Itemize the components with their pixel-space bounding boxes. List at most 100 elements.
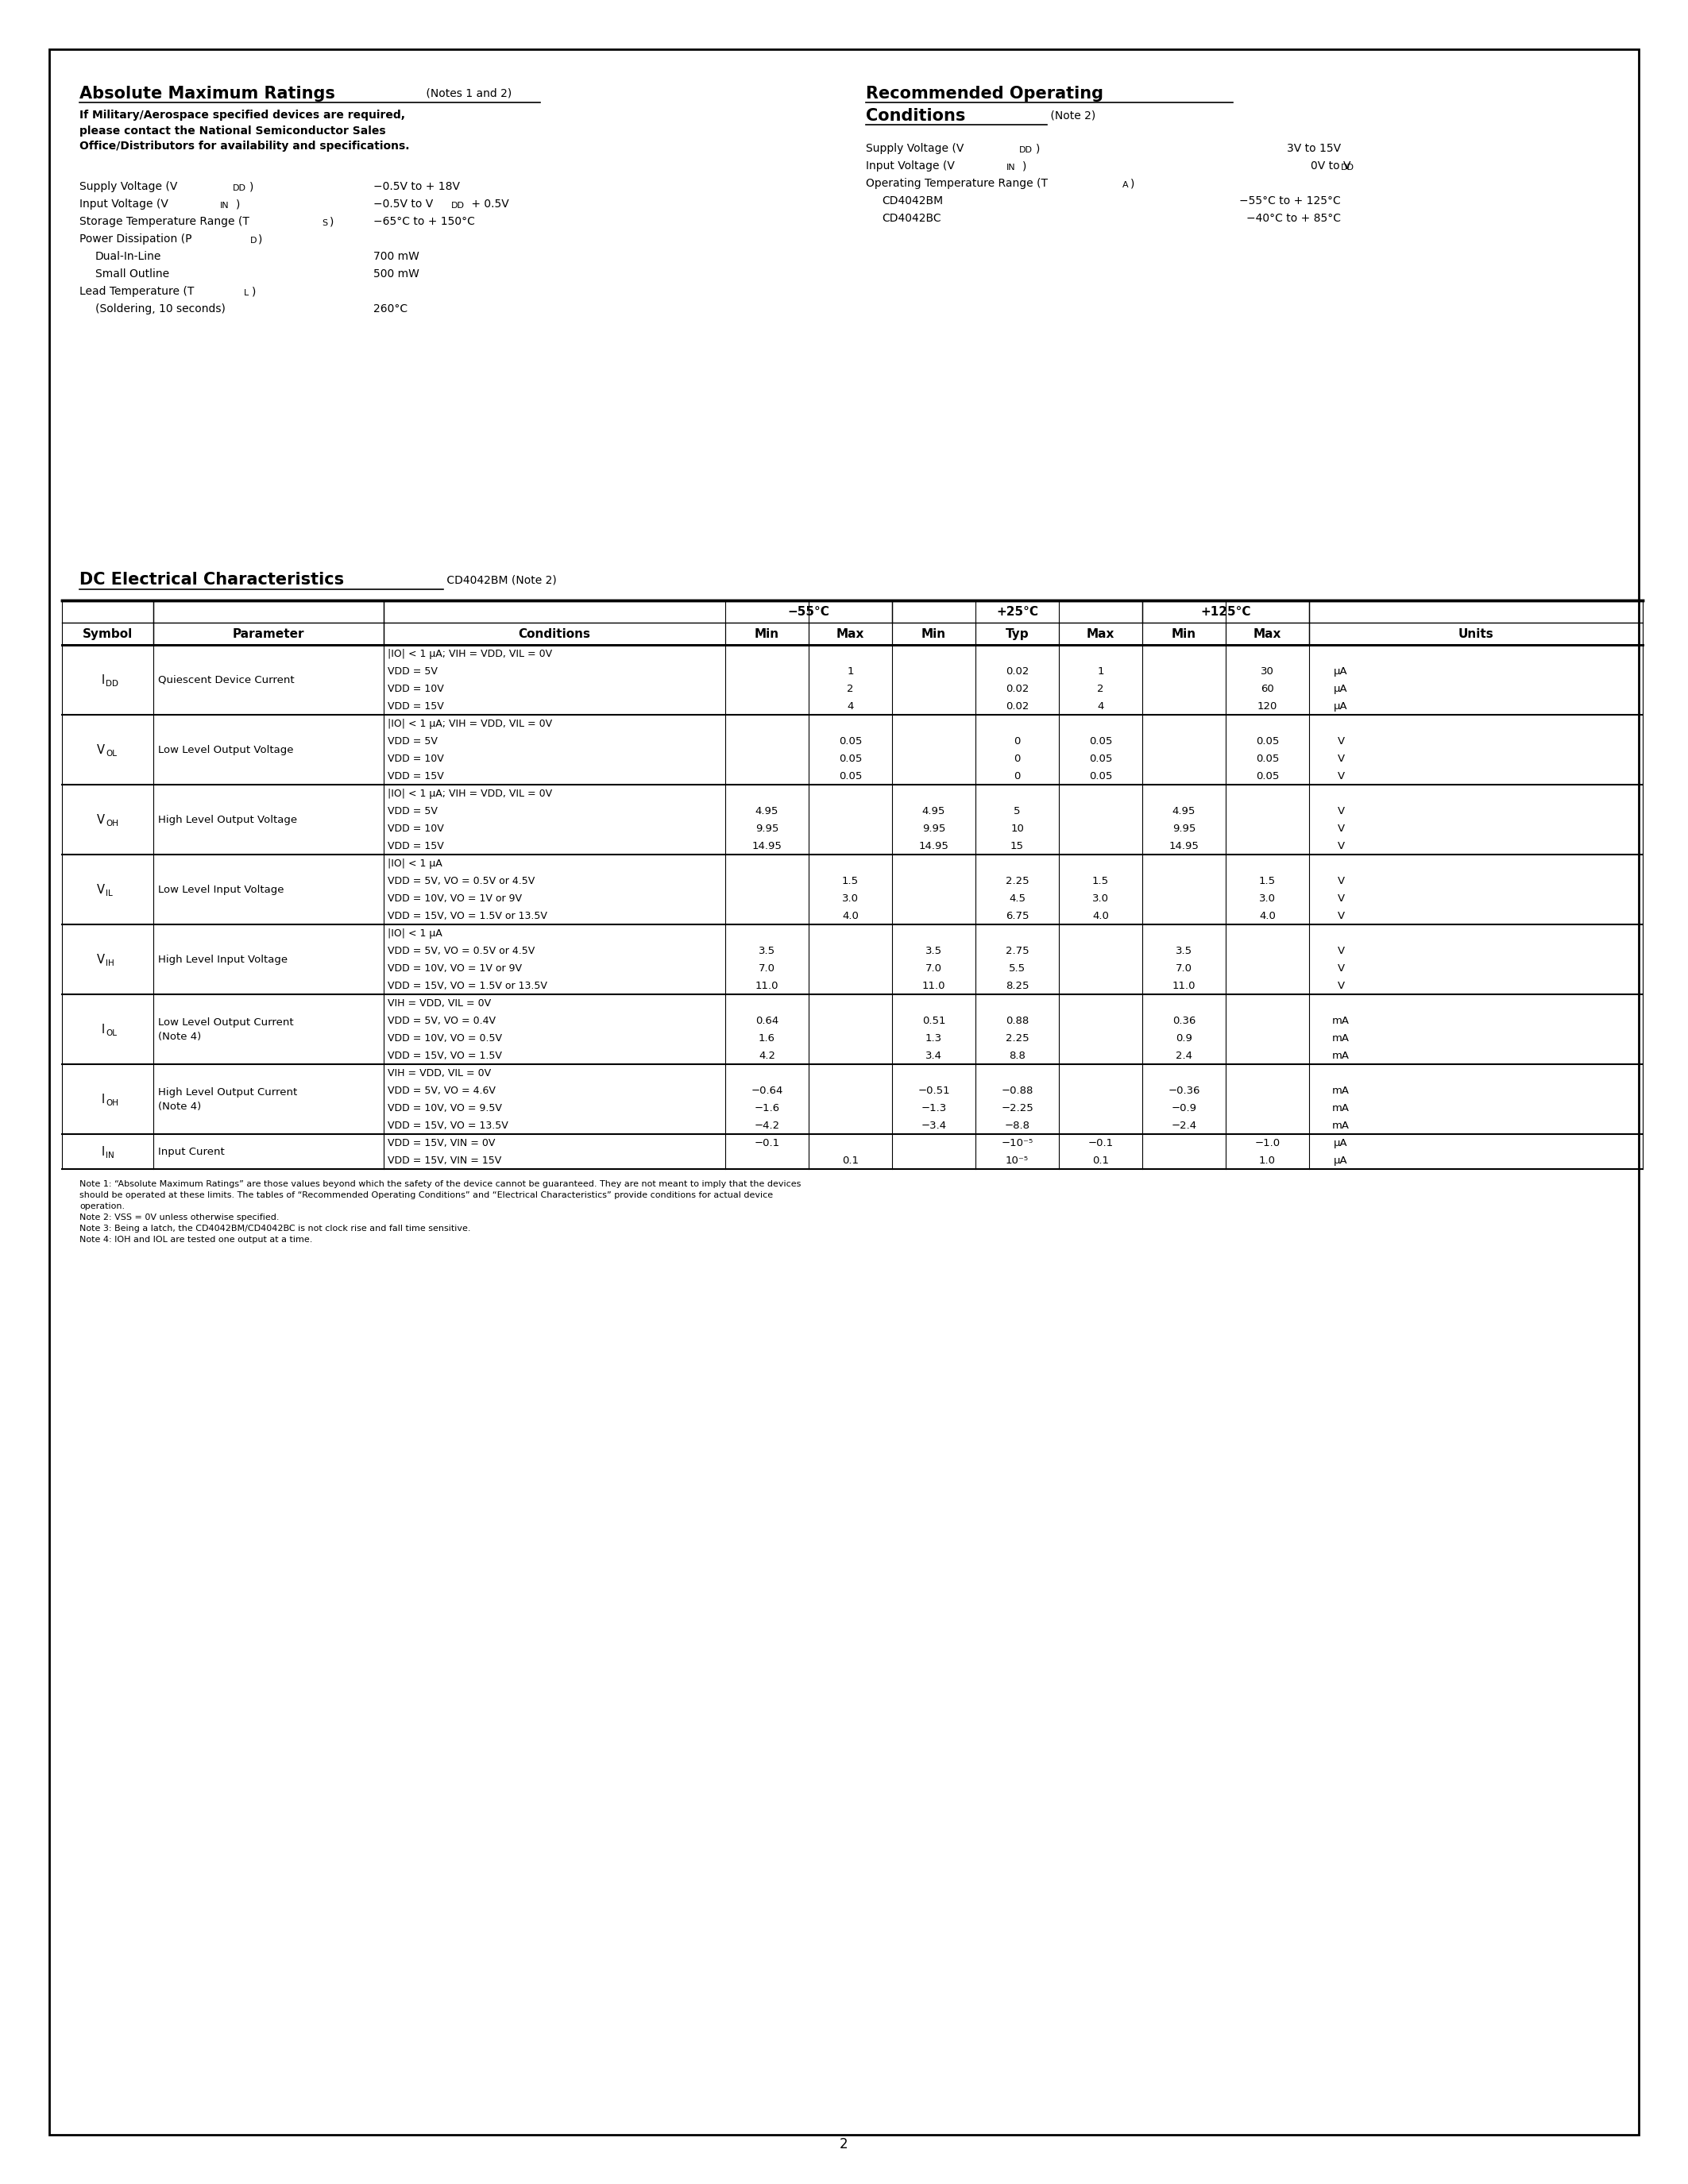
Text: 0.9: 0.9 <box>1175 1033 1192 1044</box>
Text: D: D <box>250 236 257 245</box>
Text: VIH = VDD, VIL = 0V: VIH = VDD, VIL = 0V <box>388 1068 491 1079</box>
Text: 11.0: 11.0 <box>755 981 778 992</box>
Text: IN: IN <box>1006 164 1016 173</box>
Text: 2: 2 <box>841 2138 849 2151</box>
Text: −0.36: −0.36 <box>1168 1085 1200 1096</box>
Text: −10⁻⁵: −10⁻⁵ <box>1001 1138 1033 1149</box>
Text: VDD = 5V, VO = 0.4V: VDD = 5V, VO = 0.4V <box>388 1016 496 1026</box>
Text: 0.05: 0.05 <box>839 736 863 747</box>
Text: 0.02: 0.02 <box>1006 666 1030 677</box>
Text: −2.25: −2.25 <box>1001 1103 1033 1114</box>
Text: I: I <box>101 1024 105 1035</box>
Text: −3.4: −3.4 <box>922 1120 947 1131</box>
Text: 4.5: 4.5 <box>1009 893 1026 904</box>
Text: VDD = 10V: VDD = 10V <box>388 823 444 834</box>
Text: Input Voltage (V: Input Voltage (V <box>866 159 955 173</box>
Text: ): ) <box>250 181 253 192</box>
Text: CD4042BM: CD4042BM <box>881 194 944 207</box>
Text: VDD = 15V, VO = 13.5V: VDD = 15V, VO = 13.5V <box>388 1120 508 1131</box>
Text: 3.5: 3.5 <box>1175 946 1192 957</box>
Text: VDD = 10V, VO = 0.5V: VDD = 10V, VO = 0.5V <box>388 1033 501 1044</box>
Text: 11.0: 11.0 <box>922 981 945 992</box>
Text: Max: Max <box>1087 627 1114 640</box>
Text: 0.05: 0.05 <box>1089 736 1112 747</box>
Text: +125°C: +125°C <box>1200 605 1251 618</box>
Text: 0.05: 0.05 <box>1089 771 1112 782</box>
Text: −0.64: −0.64 <box>751 1085 783 1096</box>
Text: 4.0: 4.0 <box>1092 911 1109 922</box>
Text: 14.95: 14.95 <box>751 841 782 852</box>
Text: −0.1: −0.1 <box>1087 1138 1114 1149</box>
Text: ): ) <box>236 199 240 210</box>
Text: |IO| < 1 μA; VIH = VDD, VIL = 0V: |IO| < 1 μA; VIH = VDD, VIL = 0V <box>388 719 552 729</box>
Text: −55°C to + 125°C: −55°C to + 125°C <box>1239 194 1340 207</box>
Text: V: V <box>1337 823 1344 834</box>
Text: V: V <box>96 745 105 756</box>
Text: V: V <box>1337 736 1344 747</box>
Text: 11.0: 11.0 <box>1171 981 1195 992</box>
Text: DD: DD <box>233 183 246 192</box>
Text: mA: mA <box>1332 1033 1350 1044</box>
Text: V: V <box>1337 753 1344 764</box>
Text: ): ) <box>1036 142 1040 155</box>
Text: V: V <box>1337 893 1344 904</box>
Text: Power Dissipation (P: Power Dissipation (P <box>79 234 192 245</box>
Text: VDD = 10V, VO = 1V or 9V: VDD = 10V, VO = 1V or 9V <box>388 893 522 904</box>
Text: VDD = 10V: VDD = 10V <box>388 753 444 764</box>
Text: 5: 5 <box>1014 806 1021 817</box>
Text: 2.25: 2.25 <box>1006 876 1030 887</box>
Text: Supply Voltage (V: Supply Voltage (V <box>79 181 177 192</box>
Text: Storage Temperature Range (T: Storage Temperature Range (T <box>79 216 250 227</box>
Text: 9.95: 9.95 <box>1171 823 1195 834</box>
Text: 3.4: 3.4 <box>925 1051 942 1061</box>
Text: 1.6: 1.6 <box>758 1033 775 1044</box>
Text: −0.1: −0.1 <box>755 1138 780 1149</box>
Text: ): ) <box>252 286 257 297</box>
Text: 7.0: 7.0 <box>925 963 942 974</box>
Text: VDD = 15V, VO = 1.5V or 13.5V: VDD = 15V, VO = 1.5V or 13.5V <box>388 911 547 922</box>
Text: 4.0: 4.0 <box>1259 911 1276 922</box>
Text: 1.5: 1.5 <box>842 876 859 887</box>
Text: Conditions: Conditions <box>866 107 966 124</box>
Text: 10⁻⁵: 10⁻⁵ <box>1006 1155 1028 1166</box>
Text: should be operated at these limits. The tables of “Recommended Operating Conditi: should be operated at these limits. The … <box>79 1190 773 1199</box>
Text: 14.95: 14.95 <box>1168 841 1198 852</box>
Text: High Level Input Voltage: High Level Input Voltage <box>159 954 287 965</box>
Text: Parameter: Parameter <box>233 627 304 640</box>
Text: 1.5: 1.5 <box>1092 876 1109 887</box>
Text: −0.9: −0.9 <box>1171 1103 1197 1114</box>
Text: VDD = 5V, VO = 4.6V: VDD = 5V, VO = 4.6V <box>388 1085 496 1096</box>
Text: −1.0: −1.0 <box>1254 1138 1280 1149</box>
Text: Units: Units <box>1458 627 1494 640</box>
Text: S: S <box>322 218 327 227</box>
Text: −55°C: −55°C <box>788 605 830 618</box>
Text: Operating Temperature Range (T: Operating Temperature Range (T <box>866 177 1048 190</box>
Text: 0.05: 0.05 <box>839 771 863 782</box>
Text: 7.0: 7.0 <box>758 963 775 974</box>
Text: 2: 2 <box>1097 684 1104 695</box>
Text: −0.5V to + 18V: −0.5V to + 18V <box>373 181 459 192</box>
Text: VDD = 15V, VIN = 15V: VDD = 15V, VIN = 15V <box>388 1155 501 1166</box>
Text: 0: 0 <box>1014 736 1021 747</box>
Text: operation.: operation. <box>79 1203 125 1210</box>
Text: + 0.5V: + 0.5V <box>468 199 510 210</box>
Text: ): ) <box>1023 159 1026 173</box>
Text: (Notes 1 and 2): (Notes 1 and 2) <box>422 87 511 98</box>
Text: mA: mA <box>1332 1103 1350 1114</box>
Text: Conditions: Conditions <box>518 627 591 640</box>
Text: V: V <box>96 815 105 826</box>
Text: 60: 60 <box>1261 684 1274 695</box>
Text: 2.4: 2.4 <box>1175 1051 1192 1061</box>
Text: VDD = 5V, VO = 0.5V or 4.5V: VDD = 5V, VO = 0.5V or 4.5V <box>388 876 535 887</box>
Text: 0: 0 <box>1014 771 1021 782</box>
Text: Recommended Operating: Recommended Operating <box>866 85 1104 103</box>
Text: 0.05: 0.05 <box>1089 753 1112 764</box>
Text: I: I <box>101 675 105 686</box>
Text: |IO| < 1 μA; VIH = VDD, VIL = 0V: |IO| < 1 μA; VIH = VDD, VIL = 0V <box>388 788 552 799</box>
Text: A: A <box>1123 181 1129 190</box>
Text: 3.0: 3.0 <box>842 893 859 904</box>
Text: 2.75: 2.75 <box>1006 946 1030 957</box>
Text: V: V <box>1337 911 1344 922</box>
Text: VDD = 15V, VO = 1.5V: VDD = 15V, VO = 1.5V <box>388 1051 501 1061</box>
Text: 500 mW: 500 mW <box>373 269 419 280</box>
